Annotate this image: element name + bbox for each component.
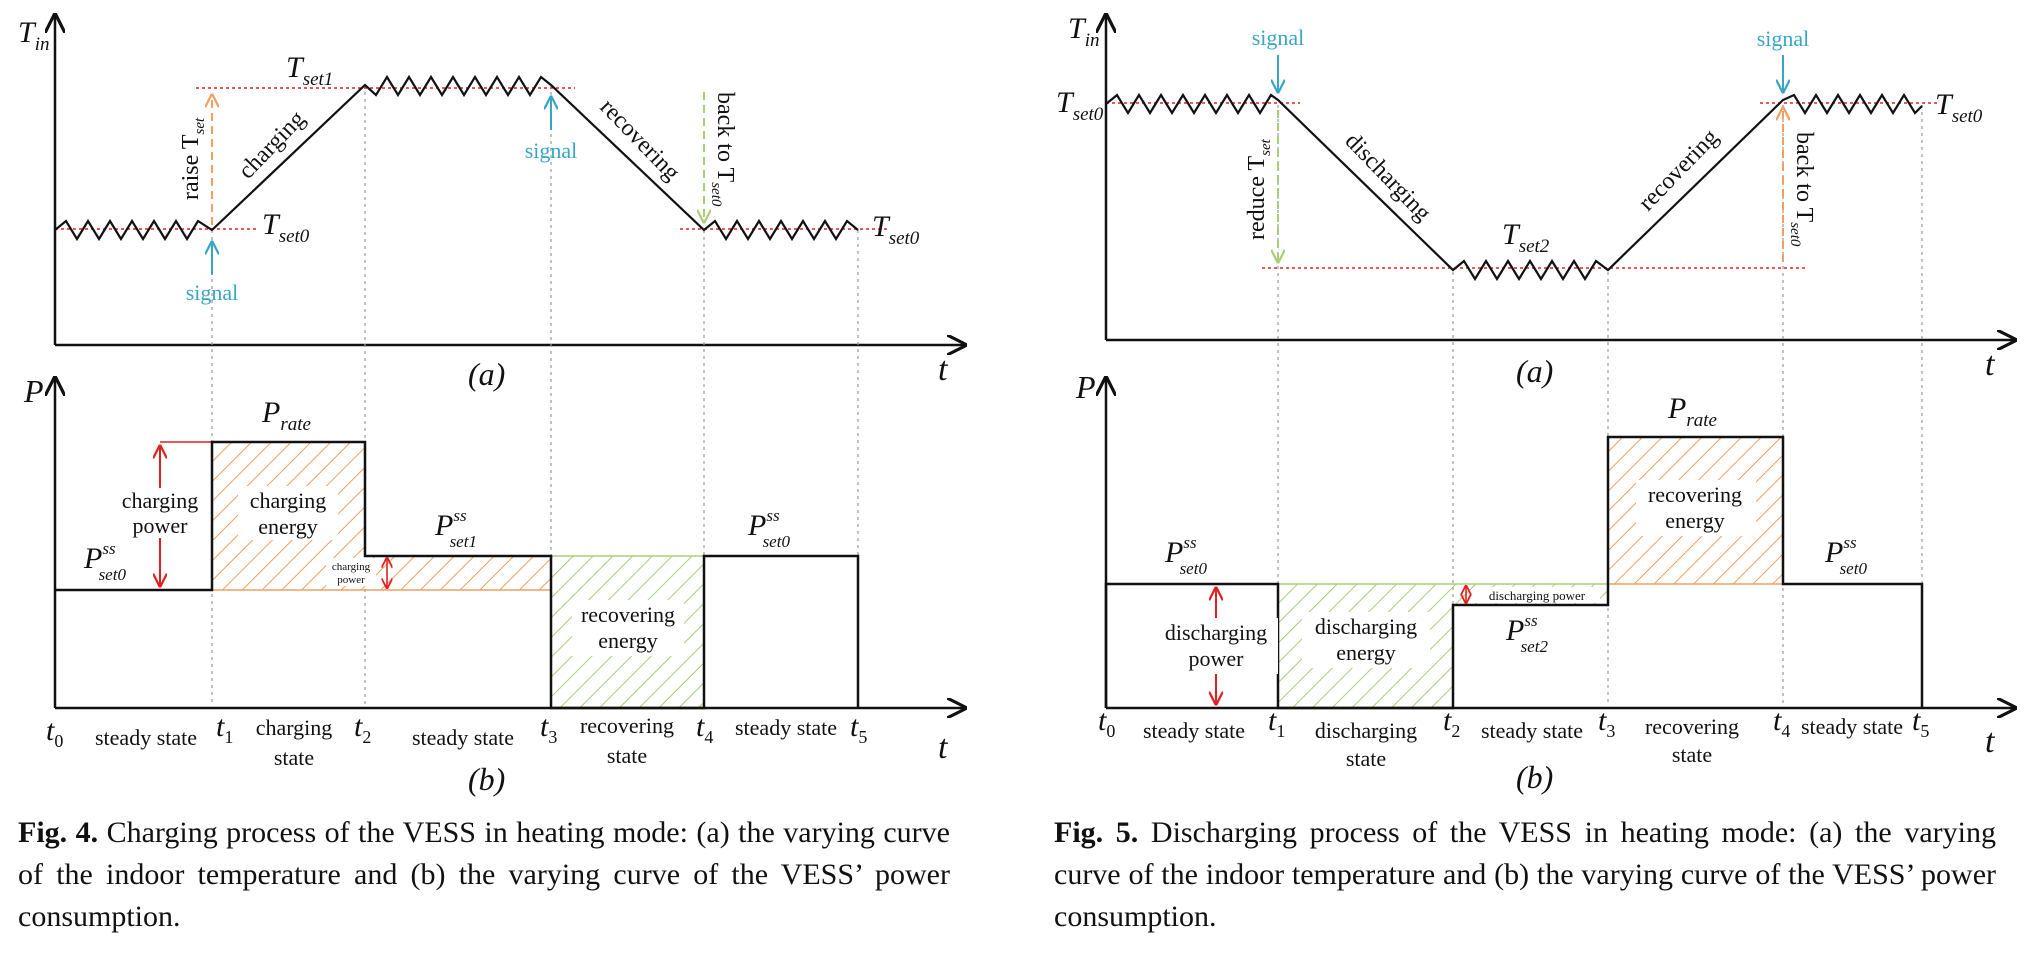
fig5b-state-steady-1: steady state — [1143, 718, 1245, 743]
fig4a-tset0-left-label: Tset0 — [262, 208, 310, 247]
fig5a-reduce-label: reduce Tset — [1244, 138, 1274, 240]
fig4a-tset1-label: Tset1 — [286, 51, 333, 90]
fig4b-tick-t4: t4 — [696, 710, 713, 747]
fig4b-charging-energy-label: charging energy — [250, 488, 327, 539]
fig5b-t-label: t — [1985, 723, 1996, 760]
fig5b-state-steady-3: steady state — [1801, 714, 1903, 739]
fig4a-raise-label: raise Tset — [178, 117, 208, 200]
fig4-caption-text: Charging process of the VESS in heating … — [18, 816, 950, 933]
fig4b-state-steady-3: steady state — [735, 715, 837, 740]
fig5b-pss0-right-label: Pss set0 — [1824, 533, 1867, 578]
fig5b-small-power-label: discharging power — [1489, 588, 1586, 603]
fig5b-discharging-power-label: discharging power — [1165, 620, 1267, 671]
fig4a-panel-label: (a) — [468, 356, 505, 392]
fig5a-y-label: Tin — [1068, 12, 1099, 51]
fig5-caption-label: Fig. 5. — [1054, 816, 1139, 849]
fig5b-tick-t3: t3 — [1598, 704, 1615, 741]
fig4b-prate-label: Prate — [261, 396, 311, 435]
fig5b-tick-t4: t4 — [1773, 704, 1790, 741]
fig5b-power-curve — [1104, 435, 1924, 710]
fig4b-state-steady-2: steady state — [412, 725, 514, 750]
fig4b-y-label: P — [23, 373, 44, 409]
fig5b-state-steady-2: steady state — [1481, 718, 1583, 743]
fig5b-discharging-energy-label: discharging energy — [1315, 614, 1417, 665]
fig5b-recovering-energy-label: recovering energy — [1648, 482, 1742, 533]
fig5b-prate-label: Prate — [1667, 392, 1717, 431]
fig5a-discharging-label: discharging — [1340, 128, 1436, 226]
fig4b-tick-t5: t5 — [850, 710, 867, 747]
fig5b-state-recovering: recovering state — [1645, 714, 1739, 767]
fig5a-temperature-curve — [1105, 92, 1923, 282]
fig4b-state-labels: steady state charging state steady state … — [95, 713, 837, 770]
fig4b-pss0-left-label: Pss set0 — [83, 539, 126, 584]
fig5b-state-labels: steady state discharging state steady sta… — [1143, 714, 1903, 771]
fig4a-tset0-right-label: Tset0 — [872, 210, 920, 249]
fig5-caption: Fig. 5. Discharging process of the VESS … — [1054, 812, 1996, 938]
fig5-caption-text: Discharging process of the VESS in heati… — [1054, 816, 1996, 933]
fig4b-state-recovering: recovering state — [580, 713, 674, 768]
fig5-panel-b: P t (b) Prate Pss set0 Pss set0 Pss set2 di… — [1075, 369, 2015, 795]
fig5a-t-label: t — [1985, 346, 1996, 383]
fig5a-signal-label-1: signal — [1252, 25, 1305, 50]
fig4a-signal-label-1: signal — [186, 280, 239, 305]
fig5a-tset0-left-label: Tset0 — [1056, 86, 1104, 125]
fig5a-signal-label-2: signal — [1757, 26, 1810, 51]
fig4b-tick-t0: t0 — [46, 714, 63, 751]
fig4-caption-label: Fig. 4. — [18, 816, 99, 849]
fig4b-panel-label: (b) — [468, 761, 505, 797]
fig5b-tick-t1: t1 — [1268, 704, 1285, 741]
fig4-caption: Fig. 4. Charging process of the VESS in … — [18, 812, 950, 938]
fig4b-small-charging-area — [365, 556, 551, 590]
fig4a-guides — [211, 85, 859, 705]
fig4b-charging-power-label: charging power — [122, 488, 199, 538]
fig4a-t-label: t — [938, 351, 949, 388]
fig5b-tick-t0: t0 — [1098, 704, 1115, 741]
fig4a-signal-label-2: signal — [525, 138, 578, 163]
fig4b-power-curve — [55, 440, 860, 710]
fig4b-time-ticks: t0 t1 t2 t3 t4 t5 — [46, 710, 867, 751]
fig5a-tset2-label: Tset2 — [1502, 218, 1550, 257]
fig4b-t-label: t — [938, 729, 949, 766]
fig4b-pss1-label: Pss set1 — [434, 506, 477, 551]
fig5b-pss2-label: Pss set2 — [1505, 611, 1548, 656]
fig4b-tick-t3: t3 — [540, 710, 557, 747]
fig4a-temperature-curve — [54, 74, 859, 242]
fig5b-tick-t5: t5 — [1912, 704, 1929, 741]
fig5a-panel-label: (a) — [1516, 353, 1553, 389]
fig4b-state-steady-1: steady state — [95, 725, 197, 750]
fig5b-time-ticks: t0 t1 t2 t3 t4 t5 — [1098, 704, 1929, 741]
fig4b-tick-t2: t2 — [354, 710, 371, 747]
fig5b-state-discharging: discharging state — [1315, 718, 1417, 771]
fig4a-back-to-label: back to Tset0 — [708, 92, 738, 207]
fig4-panel-a: Tin t (a) signal signal Tset1 Tset0 Ts — [18, 15, 965, 705]
fig5b-tick-t2: t2 — [1443, 704, 1460, 741]
fig4b-tick-t1: t1 — [216, 710, 233, 747]
fig4b-state-charging: charging state — [256, 715, 333, 770]
fig5a-tset0-right-label: Tset0 — [1935, 88, 1983, 127]
fig5a-back-to-label: back to Tset0 — [1787, 132, 1817, 247]
fig5b-y-label: P — [1075, 369, 1096, 405]
fig4b-recovering-energy-label: recovering energy — [581, 602, 675, 653]
fig5b-pss0-left-label: Pss set0 — [1164, 533, 1207, 578]
fig4a-y-label: Tin — [18, 16, 49, 55]
fig4b-pss0-right-label: Pss set0 — [747, 506, 790, 551]
fig4b-small-power-label: charging power — [332, 561, 371, 586]
fig4-panel-b: P t (b) Prate Pss set1 Pss set0 Pss set0 ch… — [23, 373, 965, 797]
fig5b-panel-label: (b) — [1516, 759, 1553, 795]
